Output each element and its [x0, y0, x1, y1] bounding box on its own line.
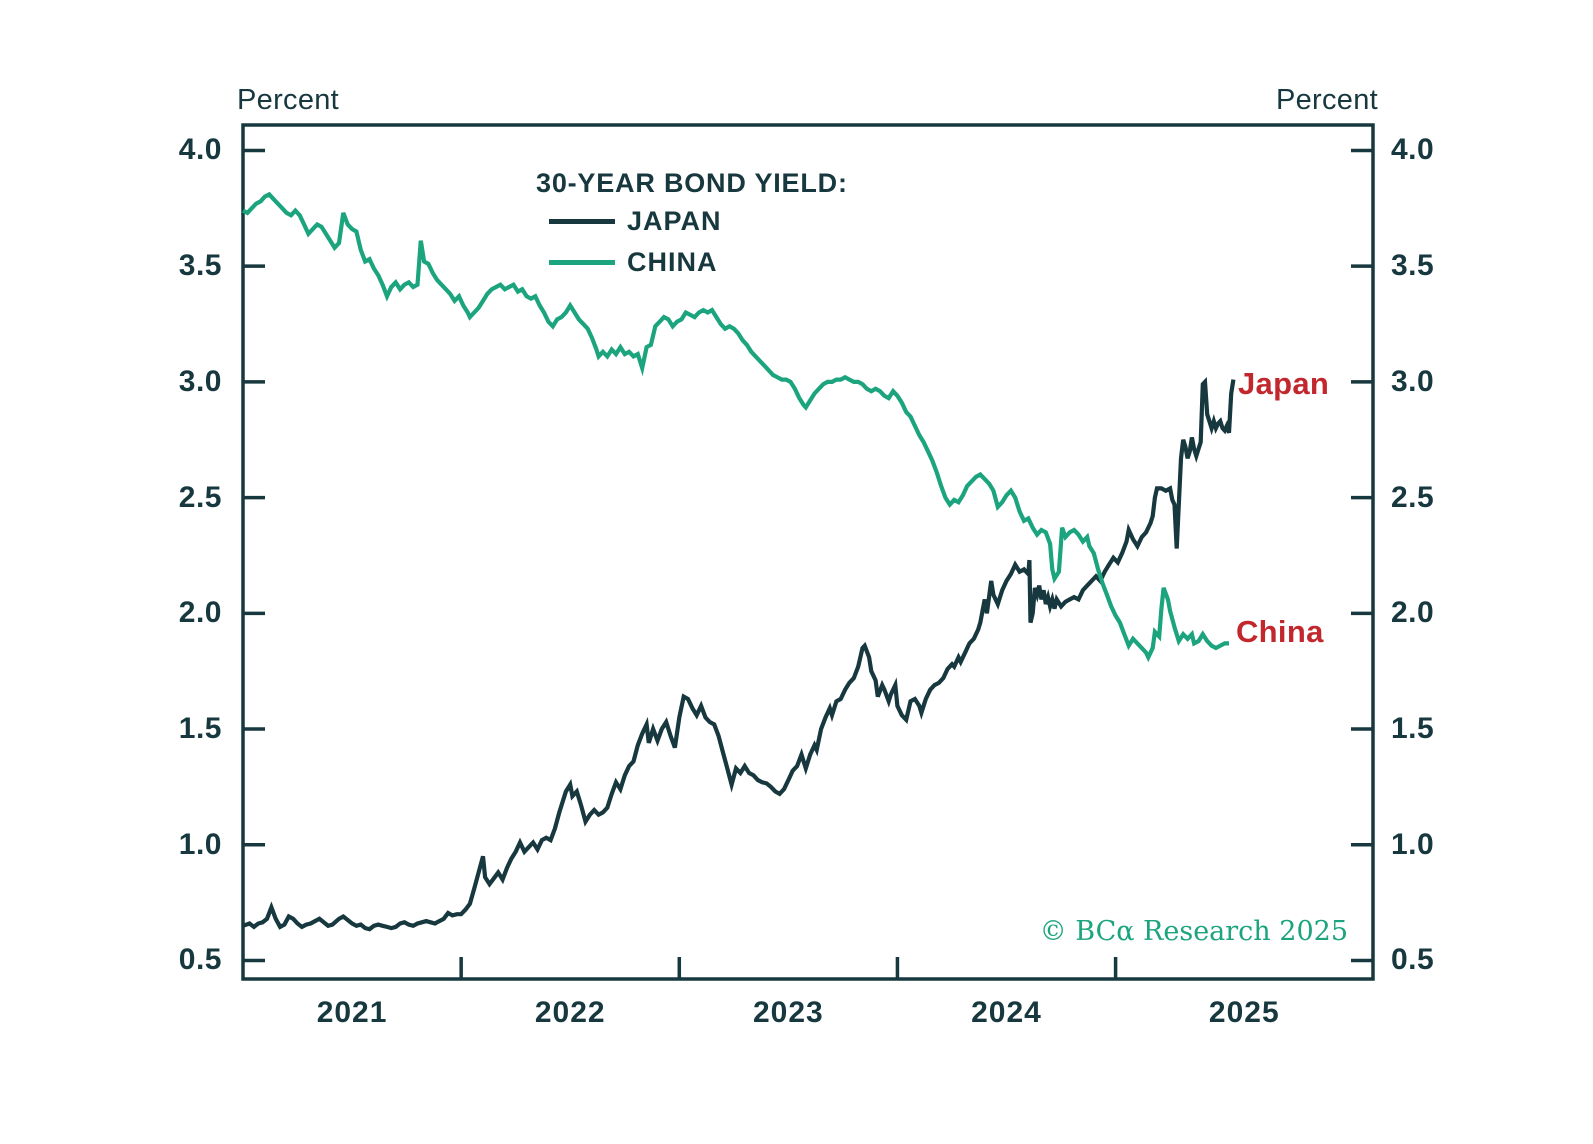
y-axis-label-left-0.5: 0.5	[178, 943, 222, 977]
y-axis-label-left-1.5: 1.5	[178, 712, 222, 746]
legend-title: 30-YEAR BOND YIELD:	[536, 168, 848, 198]
y-axis-label-right-1.5: 1.5	[1391, 712, 1435, 746]
copyright-note: © BCα Research 2025	[1039, 916, 1348, 947]
y-axis-label-right-0.5: 0.5	[1391, 943, 1435, 977]
legend-label-china: CHINA	[627, 247, 718, 277]
plot-border	[241, 123, 1375, 981]
x-axis-label-2025: 2025	[1208, 996, 1280, 1029]
y-axis-label-right-2.0: 2.0	[1391, 596, 1435, 630]
y-axis-title-left: Percent	[237, 84, 340, 116]
y-axis-label-left-2.0: 2.0	[178, 596, 222, 630]
japan-yield-line	[242, 377, 1236, 932]
y-axis-label-left-3.5: 3.5	[178, 249, 222, 283]
y-axis-label-left-2.5: 2.5	[178, 480, 222, 514]
legend-swatch-japan-icon	[549, 219, 615, 224]
y-axis-label-left-4.0: 4.0	[178, 133, 222, 167]
y-axis-label-left-3.0: 3.0	[178, 364, 222, 398]
japan-line-annotation: Japan	[1238, 366, 1330, 401]
y-axis-label-right-4.0: 4.0	[1391, 133, 1435, 167]
china-yield-line	[242, 191, 1229, 663]
y-axis-title-right: Percent	[1275, 84, 1378, 116]
legend-swatch-china-icon	[549, 260, 615, 265]
y-axis-label-right-1.0: 1.0	[1391, 827, 1435, 861]
y-axis-label-right-3.0: 3.0	[1391, 364, 1435, 398]
x-axis-label-2022: 2022	[534, 996, 606, 1029]
y-axis-label-left-1.0: 1.0	[178, 827, 222, 861]
y-axis-label-right-3.5: 3.5	[1391, 249, 1435, 283]
x-axis-label-2023: 2023	[752, 996, 824, 1029]
china-line-annotation: China	[1236, 614, 1324, 649]
legend-label-japan: JAPAN	[627, 206, 722, 236]
y-axis-label-right-2.5: 2.5	[1391, 480, 1435, 514]
x-axis-label-2024: 2024	[971, 996, 1042, 1029]
x-axis-label-2021: 2021	[316, 996, 388, 1029]
